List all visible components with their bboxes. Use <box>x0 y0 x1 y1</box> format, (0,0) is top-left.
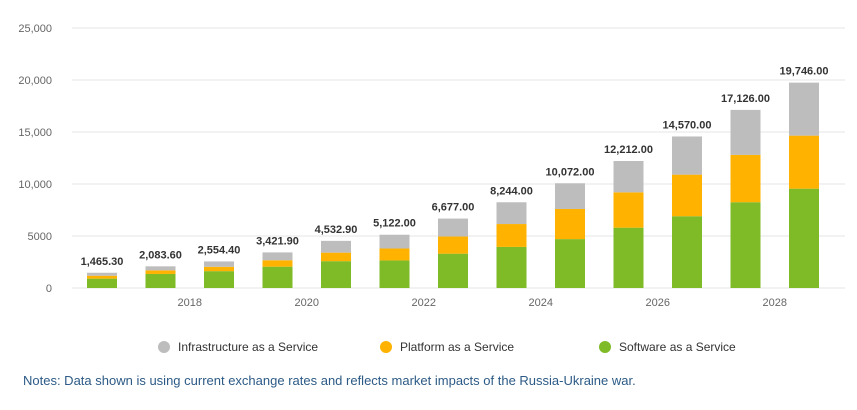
bar-segment-software-as-a-service[interactable] <box>438 253 468 288</box>
bar-total-label: 19,746.00 <box>780 66 829 78</box>
bar-total-label: 3,421.90 <box>256 235 299 247</box>
x-tick-label: 2026 <box>646 297 670 309</box>
bar-segment-software-as-a-service[interactable] <box>379 260 410 288</box>
bar-segment-infrastructure-as-a-service[interactable] <box>555 183 585 209</box>
bar-segment-infrastructure-as-a-service[interactable] <box>789 82 819 136</box>
chart-note: Notes: Data shown is using current excha… <box>23 373 636 388</box>
bar-total-label: 4,532.90 <box>315 224 358 236</box>
legend-label-paas: Platform as a Service <box>400 340 515 354</box>
legend-item-paas[interactable]: Platform as a Service <box>380 340 514 354</box>
y-tick-label: 25,000 <box>18 23 52 35</box>
bar-total-label: 5,122.00 <box>373 218 416 230</box>
bar-segment-software-as-a-service[interactable] <box>262 266 293 288</box>
bar-segment-platform-as-a-service[interactable] <box>496 224 527 247</box>
bar-total-label: 2,554.40 <box>198 244 241 256</box>
x-tick-label: 2024 <box>529 297 553 309</box>
legend-label-iaas: Infrastructure as a Service <box>178 340 319 354</box>
legend-item-saas[interactable]: Software as a Service <box>599 340 736 354</box>
bar-segment-software-as-a-service[interactable] <box>321 261 351 288</box>
bar-segment-infrastructure-as-a-service[interactable] <box>438 218 468 237</box>
chart-legend: Infrastructure as a Service Platform as … <box>0 340 857 362</box>
legend-label-saas: Software as a Service <box>619 340 736 354</box>
stacked-bar-chart: 0 5000 10,000 15,000 20,000 25,000 1,465.30 2,0… <box>18 23 845 309</box>
bar-segment-software-as-a-service[interactable] <box>204 271 234 288</box>
bar-total-label: 12,212.00 <box>604 144 653 156</box>
bar-segment-platform-as-a-service[interactable] <box>87 275 117 279</box>
bar-total-label: 8,244.00 <box>490 185 533 197</box>
bar-segment-infrastructure-as-a-service[interactable] <box>145 266 176 271</box>
legend-marker-iaas <box>158 341 170 353</box>
bar-segment-software-as-a-service[interactable] <box>789 188 819 288</box>
bar-segment-infrastructure-as-a-service[interactable] <box>672 136 702 175</box>
bar-segment-infrastructure-as-a-service[interactable] <box>321 240 351 253</box>
bar-total-label: 10,072.00 <box>546 166 595 178</box>
bar-segment-platform-as-a-service[interactable] <box>321 252 351 262</box>
bar-segment-platform-as-a-service[interactable] <box>730 154 761 203</box>
y-tick-label: 20,000 <box>18 75 52 87</box>
bar-segment-platform-as-a-service[interactable] <box>262 260 293 267</box>
bar-total-label: 14,570.00 <box>663 119 712 131</box>
bar-segment-software-as-a-service[interactable] <box>145 273 176 288</box>
bar-segment-software-as-a-service[interactable] <box>87 278 117 288</box>
bar-segment-platform-as-a-service[interactable] <box>672 174 702 217</box>
y-tick-label: 10,000 <box>18 179 52 191</box>
bar-segment-software-as-a-service[interactable] <box>730 202 761 288</box>
bar-total-label: 17,126.00 <box>721 93 770 105</box>
bar-total-label: 2,083.60 <box>139 249 182 261</box>
x-tick-label: 2018 <box>178 297 202 309</box>
bar-segment-software-as-a-service[interactable] <box>672 216 702 288</box>
legend-marker-paas <box>380 341 392 353</box>
legend-marker-saas <box>599 341 611 353</box>
bar-segment-infrastructure-as-a-service[interactable] <box>613 160 644 193</box>
bar-segment-platform-as-a-service[interactable] <box>204 266 234 272</box>
bar-segment-infrastructure-as-a-service[interactable] <box>496 202 527 225</box>
bar-segment-software-as-a-service[interactable] <box>496 246 527 288</box>
bar-segment-platform-as-a-service[interactable] <box>613 192 644 228</box>
bar-segment-platform-as-a-service[interactable] <box>555 208 585 240</box>
bar-segment-infrastructure-as-a-service[interactable] <box>87 272 117 276</box>
bar-segment-infrastructure-as-a-service[interactable] <box>204 261 234 267</box>
bar-segment-platform-as-a-service[interactable] <box>789 135 819 189</box>
y-tick-label: 5000 <box>28 231 52 243</box>
y-tick-label: 15,000 <box>18 127 52 139</box>
x-tick-label: 2022 <box>412 297 436 309</box>
bar-total-label: 6,677.00 <box>432 202 475 214</box>
bar-segment-software-as-a-service[interactable] <box>555 239 585 288</box>
bar-total-label: 1,465.30 <box>81 256 124 268</box>
y-tick-label: 0 <box>46 283 52 295</box>
bar-segment-infrastructure-as-a-service[interactable] <box>262 252 293 261</box>
bar-segment-platform-as-a-service[interactable] <box>438 236 468 254</box>
bar-segment-software-as-a-service[interactable] <box>613 227 644 288</box>
bar-segment-infrastructure-as-a-service[interactable] <box>730 109 761 155</box>
bar-segment-platform-as-a-service[interactable] <box>145 270 176 274</box>
x-tick-label: 2020 <box>295 297 319 309</box>
bar-segment-platform-as-a-service[interactable] <box>379 248 410 261</box>
x-tick-label: 2028 <box>763 297 787 309</box>
legend-item-iaas[interactable]: Infrastructure as a Service <box>158 340 318 354</box>
bar-segment-infrastructure-as-a-service[interactable] <box>379 234 410 249</box>
